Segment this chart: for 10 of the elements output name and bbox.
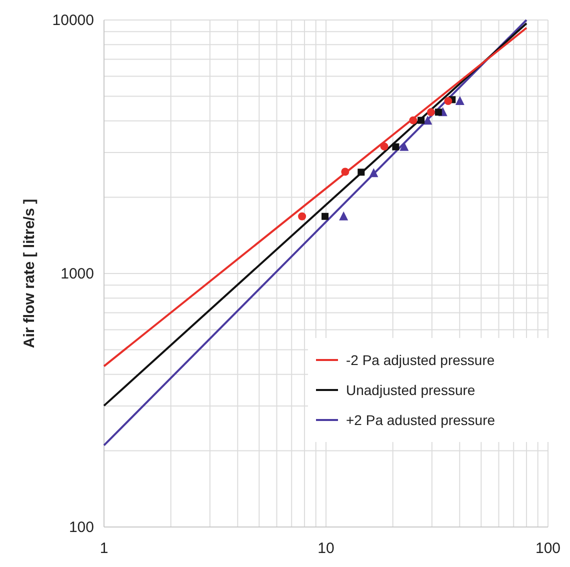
x-tick-label: 10: [318, 540, 334, 557]
x-tick-label: 1: [100, 540, 108, 557]
legend-label: +2 Pa adusted pressure: [346, 412, 496, 428]
y-axis-title: Air flow rate [ litre/s ]: [21, 198, 38, 348]
legend-label: -2 Pa adjusted pressure: [346, 352, 495, 368]
y-tick-label: 1000: [60, 266, 94, 282]
y-tick-label: 100: [68, 519, 94, 536]
legend-label: Unadjusted pressure: [346, 382, 476, 398]
x-tick-label: 100: [535, 540, 561, 557]
y-tick-label: 10000: [52, 12, 94, 29]
